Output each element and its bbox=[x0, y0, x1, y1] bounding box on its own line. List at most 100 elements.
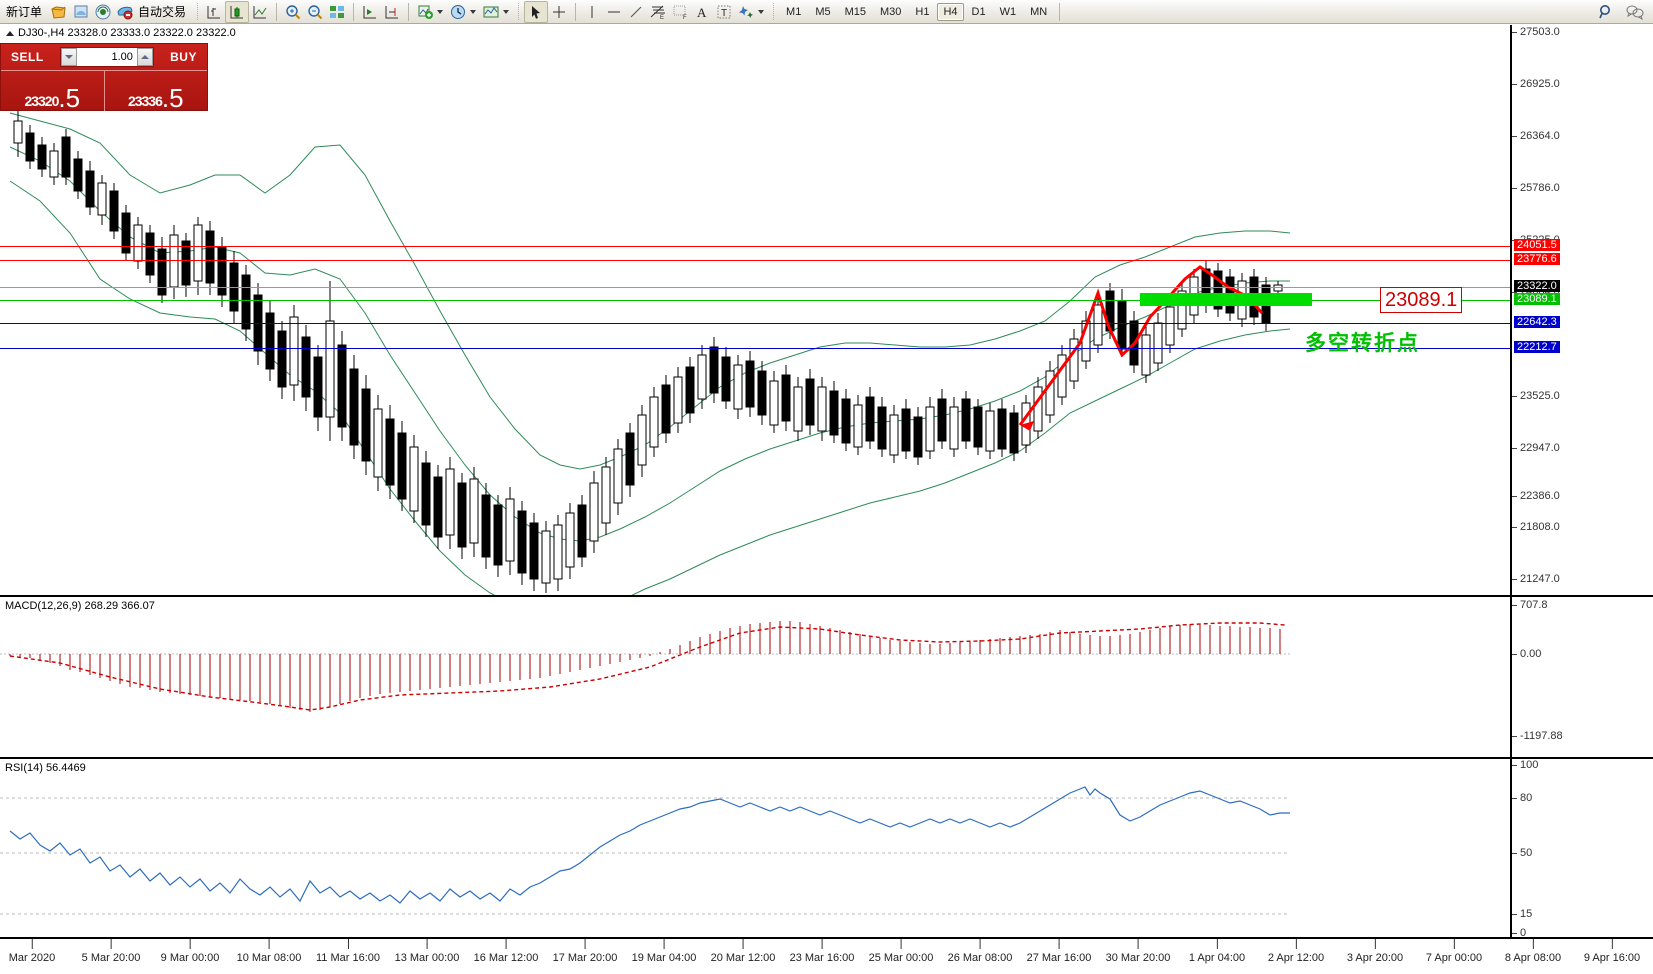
toolbar-divider-5 bbox=[1059, 2, 1061, 21]
toolbar-right-group bbox=[1597, 3, 1653, 21]
tile-windows-button[interactable] bbox=[326, 1, 348, 23]
macd-plot-area[interactable] bbox=[0, 597, 1510, 757]
shapes-tool-button[interactable] bbox=[735, 1, 757, 23]
chevron-down-icon-3[interactable] bbox=[503, 9, 510, 14]
chart-shift-icon bbox=[383, 3, 401, 21]
horizontal-line-icon bbox=[605, 3, 623, 21]
level-line-current-price bbox=[0, 287, 1510, 288]
rsi-pane[interactable]: RSI(14) 56.4469 100 80 50 15 0 bbox=[0, 757, 1653, 939]
collapse-triangle-icon[interactable] bbox=[6, 30, 14, 36]
one-click-trading-panel[interactable]: SELL 1.00 BUY 23320.5 23336.5 bbox=[0, 43, 208, 111]
price-pane[interactable]: DJ30-,H4 23328.0 23333.0 23322.0 23322.0 bbox=[0, 25, 1653, 845]
fibonacci-tool-button[interactable]: E bbox=[647, 1, 669, 23]
toolbar-separator-2 bbox=[518, 2, 520, 21]
timeframe-m5[interactable]: M5 bbox=[815, 5, 831, 18]
auto-scroll-button[interactable] bbox=[359, 1, 381, 23]
timeframe-h4[interactable]: H4 bbox=[937, 2, 964, 21]
rsi-axis[interactable]: 100 80 50 15 0 bbox=[1510, 759, 1653, 939]
autotrade-button[interactable]: 自动交易 bbox=[114, 1, 192, 23]
level-line-resistance-lower[interactable] bbox=[0, 260, 1510, 261]
price-tick: 26925.0 bbox=[1512, 78, 1560, 90]
volume-stepper[interactable]: 1.00 bbox=[59, 47, 154, 67]
label-tool-button[interactable]: T bbox=[713, 1, 735, 23]
volume-value[interactable]: 1.00 bbox=[111, 51, 133, 63]
macd-signal-line bbox=[9, 622, 1286, 711]
svg-text:T: T bbox=[721, 8, 727, 19]
trendline-tool-button[interactable] bbox=[625, 1, 647, 23]
network-icon-button[interactable] bbox=[92, 1, 114, 23]
zoom-out-button[interactable] bbox=[304, 1, 326, 23]
chevron-down-icon[interactable] bbox=[437, 9, 444, 14]
green-support-zone[interactable] bbox=[1140, 293, 1312, 306]
search-icon[interactable] bbox=[1597, 3, 1615, 21]
crosshair-icon bbox=[550, 3, 568, 21]
volume-increase-button[interactable] bbox=[136, 48, 153, 66]
terminal-icon-button[interactable] bbox=[70, 1, 92, 23]
time-axis[interactable]: Mar 2020 5 Mar 20:00 9 Mar 00:00 10 Mar … bbox=[0, 937, 1653, 974]
timeframe-mn[interactable]: MN bbox=[1030, 5, 1048, 18]
add-indicator-button[interactable] bbox=[414, 1, 436, 23]
price-tick: 27503.0 bbox=[1512, 26, 1560, 38]
horizontal-line-tool-button[interactable] bbox=[603, 1, 625, 23]
network-icon bbox=[94, 3, 112, 21]
time-tick: 1 Apr 04:00 bbox=[1189, 939, 1245, 964]
chevron-down-icon-4[interactable] bbox=[758, 9, 765, 14]
time-tick: 10 Mar 08:00 bbox=[237, 939, 301, 964]
time-tick: 2 Apr 12:00 bbox=[1268, 939, 1324, 964]
candlestick-series bbox=[13, 111, 1283, 593]
time-tick: 27 Mar 16:00 bbox=[1027, 939, 1091, 964]
symbol-ohlc-text: DJ30-,H4 23328.0 23333.0 23322.0 23322.0 bbox=[18, 27, 236, 39]
main-toolbar: 新订单 自动交易 bbox=[0, 0, 1653, 24]
channel-tool-button[interactable]: F bbox=[669, 1, 691, 23]
timeframe-d1[interactable]: D1 bbox=[971, 5, 986, 18]
level-line-pivot-green[interactable] bbox=[0, 300, 1510, 301]
trendline-icon bbox=[627, 3, 645, 21]
line-chart-button[interactable] bbox=[249, 1, 271, 23]
buy-price-cell[interactable]: 23336.5 bbox=[103, 71, 208, 111]
timeframe-m1[interactable]: M1 bbox=[786, 5, 802, 18]
volume-decrease-button[interactable] bbox=[60, 48, 77, 66]
price-label-resistance-lower[interactable]: 23776.6 bbox=[1514, 253, 1560, 265]
shapes-icon bbox=[737, 3, 755, 21]
chart-shift-button[interactable] bbox=[381, 1, 403, 23]
timeframe-w1[interactable]: W1 bbox=[999, 5, 1017, 18]
sell-price-cell[interactable]: 23320.5 bbox=[1, 71, 104, 111]
price-plot-area[interactable]: 23089.1 多空转折点 bbox=[0, 25, 1510, 595]
timeframe-m30[interactable]: M30 bbox=[880, 5, 902, 18]
buy-button[interactable]: BUY bbox=[170, 50, 197, 64]
new-order-button[interactable]: 新订单 bbox=[0, 1, 48, 23]
price-label-support-lower[interactable]: 22212.7 bbox=[1514, 341, 1560, 353]
crosshair-tool-button[interactable] bbox=[548, 1, 570, 23]
candlestick-chart-button[interactable] bbox=[225, 0, 250, 23]
timeframe-m15[interactable]: M15 bbox=[844, 5, 866, 18]
price-label-pivot[interactable]: 23089.1 bbox=[1514, 293, 1560, 305]
macd-axis[interactable]: 707.8 0.00 -1197.88 bbox=[1510, 597, 1653, 757]
zoom-in-button[interactable] bbox=[282, 1, 304, 23]
price-label-support-upper[interactable]: 22642.3 bbox=[1514, 316, 1560, 328]
macd-label: MACD(12,26,9) 268.29 366.07 bbox=[5, 600, 155, 612]
cursor-tool-button[interactable] bbox=[524, 0, 549, 23]
chart-container[interactable]: DJ30-,H4 23328.0 23333.0 23322.0 23322.0 bbox=[0, 25, 1653, 974]
text-tool-button[interactable]: A bbox=[691, 1, 713, 23]
level-line-support-lower[interactable] bbox=[0, 348, 1510, 349]
rsi-chart-svg bbox=[0, 786, 1290, 915]
time-tick: 25 Mar 00:00 bbox=[869, 939, 933, 964]
pivot-price-annotation[interactable]: 23089.1 bbox=[1380, 287, 1463, 313]
templates-button[interactable] bbox=[480, 1, 502, 23]
vertical-line-tool-button[interactable] bbox=[581, 1, 603, 23]
price-label-resistance-upper[interactable]: 24051.5 bbox=[1514, 239, 1560, 251]
bar-chart-button[interactable] bbox=[203, 1, 225, 23]
sell-button[interactable]: SELL bbox=[11, 50, 44, 64]
price-axis[interactable]: 27503.0 26925.0 26364.0 25786.0 25225.0 … bbox=[1510, 25, 1653, 845]
macd-pane[interactable]: MACD(12,26,9) 268.29 366.07 707.8 0.00 -… bbox=[0, 595, 1653, 757]
chat-icon[interactable] bbox=[1625, 3, 1644, 21]
level-line-resistance-upper[interactable] bbox=[0, 246, 1510, 247]
new-order-label: 新订单 bbox=[6, 5, 43, 19]
chevron-down-icon-2[interactable] bbox=[470, 9, 477, 14]
period-button[interactable] bbox=[447, 1, 469, 23]
level-line-support-upper[interactable] bbox=[0, 323, 1510, 324]
timeframe-h1[interactable]: H1 bbox=[915, 5, 930, 18]
rsi-plot-area[interactable] bbox=[0, 759, 1510, 937]
folder-icon-button[interactable] bbox=[48, 1, 70, 23]
